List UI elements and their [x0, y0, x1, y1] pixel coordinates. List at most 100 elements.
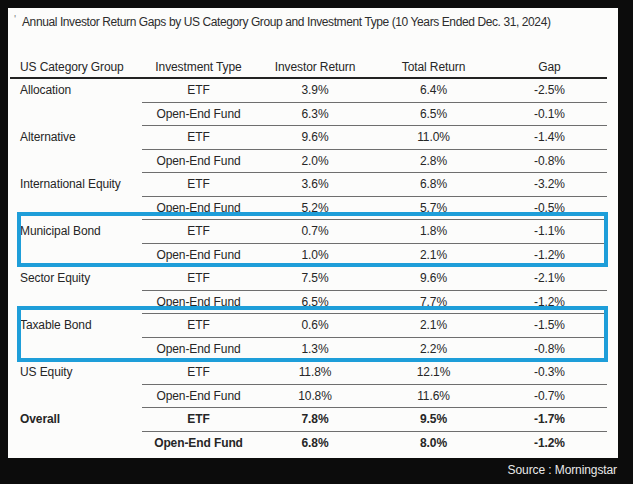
gap-cell: -1.7% [492, 408, 607, 431]
total-return-cell: 1.8% [375, 220, 492, 243]
investor-return-cell: 6.5% [255, 291, 375, 314]
investor-return-cell: 11.8% [255, 361, 375, 384]
table-row-overall-etf: Overall ETF 7.8% 9.5% -1.7% [10, 408, 607, 432]
header-investor-return: Investor Return [255, 57, 375, 77]
investment-type-cell: Open-End Fund [142, 244, 255, 267]
investor-return-cell: 5.2% [255, 197, 375, 220]
investment-type-cell: Open-End Fund [142, 197, 255, 220]
category-cell: Municipal Bond [10, 220, 142, 244]
investment-type-cell: Open-End Fund [142, 338, 255, 361]
investor-return-cell: 7.5% [255, 267, 375, 290]
table-row: Open-End Fund 2.0% 2.8% -0.8% [10, 150, 607, 174]
table-row-highlighted: Open-End Fund 1.0% 2.1% -1.2% [10, 244, 607, 268]
category-cell: US Equity [10, 361, 142, 385]
investment-type-cell: ETF [142, 314, 255, 337]
gap-cell: -1.2% [492, 244, 607, 267]
category-cell [10, 432, 142, 456]
investor-return-cell: 1.3% [255, 338, 375, 361]
total-return-cell: 8.0% [375, 432, 492, 456]
table-row-highlighted: Taxable Bond ETF 0.6% 2.1% -1.5% [10, 314, 607, 338]
screenshot-root: ' Annual Investor Return Gaps by US Cate… [0, 0, 633, 484]
investment-type-cell: Open-End Fund [142, 150, 255, 173]
category-cell: Overall [10, 408, 142, 432]
table-row: Open-End Fund 6.5% 7.7% -1.2% [10, 291, 607, 315]
header-us-category-group: US Category Group [10, 57, 142, 77]
category-cell [10, 197, 142, 221]
investment-type-cell: ETF [142, 361, 255, 384]
gap-cell: -1.5% [492, 314, 607, 337]
category-cell [10, 338, 142, 362]
table-header-row: US Category Group Investment Type Invest… [10, 57, 607, 79]
category-cell: Allocation [10, 79, 142, 103]
table-row: Open-End Fund 6.3% 6.5% -0.1% [10, 103, 607, 127]
title-tick-mark: ' [14, 13, 16, 25]
category-cell: Sector Equity [10, 267, 142, 291]
investment-type-cell: ETF [142, 220, 255, 243]
table-card: ' Annual Investor Return Gaps by US Cate… [8, 8, 618, 458]
total-return-cell: 2.1% [375, 314, 492, 337]
table-row-overall-open-end: Open-End Fund 6.8% 8.0% -1.2% [10, 432, 607, 456]
investment-type-cell: ETF [142, 267, 255, 290]
investor-return-cell: 9.6% [255, 126, 375, 149]
total-return-cell: 9.6% [375, 267, 492, 290]
investment-type-cell: Open-End Fund [142, 385, 255, 408]
total-return-cell: 7.7% [375, 291, 492, 314]
investment-type-cell: ETF [142, 408, 255, 431]
header-investment-type: Investment Type [142, 57, 255, 77]
investor-return-cell: 0.6% [255, 314, 375, 337]
investor-return-cell: 6.8% [255, 432, 375, 456]
investor-return-cell: 10.8% [255, 385, 375, 408]
gap-cell: -1.1% [492, 220, 607, 243]
investor-return-cell: 6.3% [255, 103, 375, 126]
gap-cell: -3.2% [492, 173, 607, 196]
gap-cell: -1.2% [492, 432, 607, 456]
footer-bar: Source : Morningstar [0, 458, 633, 484]
investment-type-cell: ETF [142, 79, 255, 102]
table-row: International Equity ETF 3.6% 6.8% -3.2% [10, 173, 607, 197]
gap-cell: -2.1% [492, 267, 607, 290]
table-row: US Equity ETF 11.8% 12.1% -0.3% [10, 361, 607, 385]
category-cell [10, 150, 142, 174]
investor-return-cell: 2.0% [255, 150, 375, 173]
investment-type-cell: Open-End Fund [142, 432, 255, 456]
investment-type-cell: ETF [142, 126, 255, 149]
gap-cell: -1.4% [492, 126, 607, 149]
gap-cell: -0.3% [492, 361, 607, 384]
chart-title: Annual Investor Return Gaps by US Catego… [22, 15, 551, 29]
table-row: Allocation ETF 3.9% 6.4% -2.5% [10, 79, 607, 103]
source-label: Source : Morningstar [508, 463, 617, 477]
total-return-cell: 6.5% [375, 103, 492, 126]
category-cell [10, 291, 142, 315]
table-row: Open-End Fund 5.2% 5.7% -0.5% [10, 197, 607, 221]
investment-type-cell: ETF [142, 173, 255, 196]
investor-return-cell: 3.9% [255, 79, 375, 102]
total-return-cell: 2.1% [375, 244, 492, 267]
category-cell: International Equity [10, 173, 142, 197]
investment-type-cell: Open-End Fund [142, 103, 255, 126]
table-row-highlighted: Open-End Fund 1.3% 2.2% -0.8% [10, 338, 607, 362]
table-row: Alternative ETF 9.6% 11.0% -1.4% [10, 126, 607, 150]
table-row-highlighted: Municipal Bond ETF 0.7% 1.8% -1.1% [10, 220, 607, 244]
investor-return-cell: 7.8% [255, 408, 375, 431]
category-cell: Taxable Bond [10, 314, 142, 338]
total-return-cell: 5.7% [375, 197, 492, 220]
gap-cell: -2.5% [492, 79, 607, 102]
investment-type-cell: Open-End Fund [142, 291, 255, 314]
total-return-cell: 6.4% [375, 79, 492, 102]
investor-return-cell: 3.6% [255, 173, 375, 196]
gap-cell: -1.2% [492, 291, 607, 314]
gap-cell: -0.8% [492, 150, 607, 173]
total-return-cell: 12.1% [375, 361, 492, 384]
gap-cell: -0.5% [492, 197, 607, 220]
category-cell [10, 385, 142, 409]
category-cell [10, 244, 142, 268]
category-cell [10, 103, 142, 127]
total-return-cell: 11.6% [375, 385, 492, 408]
total-return-cell: 6.8% [375, 173, 492, 196]
data-table: US Category Group Investment Type Invest… [10, 57, 607, 455]
header-gap: Gap [492, 57, 607, 77]
total-return-cell: 11.0% [375, 126, 492, 149]
investor-return-cell: 0.7% [255, 220, 375, 243]
gap-cell: -0.7% [492, 385, 607, 408]
table-row: Sector Equity ETF 7.5% 9.6% -2.1% [10, 267, 607, 291]
